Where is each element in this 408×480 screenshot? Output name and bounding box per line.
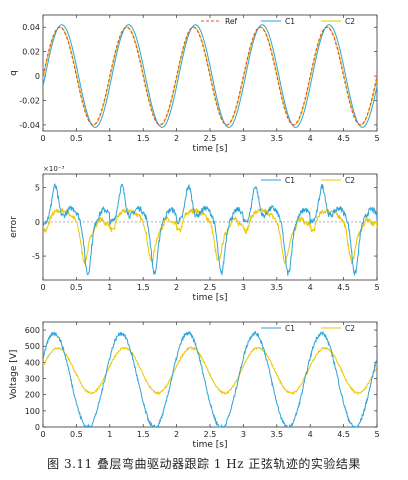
x-axis-label: time [s] <box>193 440 228 450</box>
x-tick-label: 4 <box>308 430 313 439</box>
series-line-c2 <box>43 346 377 395</box>
y-tick-label: 0.02 <box>22 48 40 57</box>
x-tick-label: 2.5 <box>204 430 217 439</box>
series-line-c1 <box>43 24 377 128</box>
legend-item-c1: C1 <box>261 17 295 26</box>
y-tick-label: 0 <box>35 423 40 432</box>
y-tick-label: 0 <box>35 218 40 227</box>
legend-label: C1 <box>285 17 295 26</box>
series-line-c1 <box>43 183 377 277</box>
series-line-ref <box>43 26 377 126</box>
y-tick-label: 200 <box>25 391 40 400</box>
x-tick-label: 3.5 <box>270 134 283 143</box>
x-tick-label: 3.5 <box>270 283 283 292</box>
x-tick-label: 1.5 <box>137 430 150 439</box>
x-tick-label: 1 <box>107 283 112 292</box>
y-tick-label: 400 <box>25 358 40 367</box>
x-tick-label: 4.5 <box>337 134 350 143</box>
y-tick-label: -0.02 <box>19 96 40 105</box>
x-tick-label: 5 <box>374 430 379 439</box>
x-tick-label: 1 <box>107 430 112 439</box>
legend-item-c2: C2 <box>321 324 355 333</box>
legend-item-c2: C2 <box>321 176 355 185</box>
chart-panel-2: 0 0.5 1 1.5 2 2.5 3 3.5 4 4.5 5 -5 0 5 time [s] error ×1… <box>9 165 380 303</box>
y-tick-label: 0 <box>35 72 40 81</box>
x-tick-label: 3.5 <box>270 430 283 439</box>
x-tick-label: 5 <box>374 134 379 143</box>
y-tick-label: 600 <box>25 326 40 335</box>
x-tick-label: 5 <box>374 283 379 292</box>
y-tick-label: -5 <box>32 252 40 261</box>
x-tick-label: 1.5 <box>137 134 150 143</box>
x-tick-label: 0 <box>40 430 45 439</box>
x-tick-label: 4.5 <box>337 430 350 439</box>
y-tick-label: 5 <box>35 184 40 193</box>
chart-panel-3: 0 0.5 1 1.5 2 2.5 3 3.5 4 4.5 5 0 100 200 300 400 500 600… <box>9 321 380 450</box>
y-tick-label: -0.04 <box>19 121 40 130</box>
series-line-c2 <box>43 207 377 266</box>
x-axis-label: time [s] <box>193 293 228 303</box>
x-tick-label: 3 <box>241 134 246 143</box>
x-axis-label: time [s] <box>193 144 228 154</box>
y-exponent-label: ×10⁻³ <box>43 165 64 173</box>
y-tick-label: 100 <box>25 407 40 416</box>
legend-label: C2 <box>345 176 355 185</box>
y-tick-label: 0.04 <box>22 23 40 32</box>
y-axis-label: Voltage [V] <box>9 350 19 400</box>
x-tick-label: 4.5 <box>337 283 350 292</box>
legend-item-c1: C1 <box>261 176 295 185</box>
y-tick-label: 500 <box>25 342 40 351</box>
legend-label: C1 <box>285 176 295 185</box>
x-tick-label: 3 <box>241 430 246 439</box>
legend-item-c1: C1 <box>261 324 295 333</box>
figure: 0 0.5 1 1.5 2 2.5 3 3.5 4 4.5 5 -0.04 -0.02 0 0.02 0.04… <box>9 14 380 450</box>
x-tick-label: 2.5 <box>204 134 217 143</box>
x-tick-label: 3 <box>241 283 246 292</box>
x-tick-label: 1.5 <box>137 283 150 292</box>
x-tick-label: 4 <box>308 134 313 143</box>
figure-caption: 图 3.11 叠层弯曲驱动器跟踪 1 Hz 正弦轨迹的实验结果 <box>47 457 361 471</box>
x-tick-label: 0.5 <box>70 134 83 143</box>
legend-label: C2 <box>345 17 355 26</box>
legend-label: C2 <box>345 324 355 333</box>
y-axis-label: q <box>9 70 19 76</box>
series-line-c1 <box>43 330 377 427</box>
legend-item-c2: C2 <box>321 17 355 26</box>
x-tick-label: 2 <box>174 430 179 439</box>
legend-label: Ref <box>225 17 237 26</box>
x-tick-label: 2 <box>174 283 179 292</box>
x-tick-label: 0.5 <box>70 430 83 439</box>
legend-label: C1 <box>285 324 295 333</box>
chart-panel-1: 0 0.5 1 1.5 2 2.5 3 3.5 4 4.5 5 -0.04 -0.02 0 0.02 0.04… <box>9 14 380 154</box>
y-tick-label: 300 <box>25 375 40 384</box>
x-tick-label: 2 <box>174 134 179 143</box>
x-tick-label: 1 <box>107 134 112 143</box>
legend-item-ref: Ref <box>201 17 237 26</box>
plot-area <box>42 173 378 281</box>
x-tick-label: 0.5 <box>70 283 83 292</box>
x-tick-label: 4 <box>308 283 313 292</box>
x-tick-label: 2.5 <box>204 283 217 292</box>
x-tick-label: 0 <box>40 283 45 292</box>
y-axis-label: error <box>9 216 19 238</box>
x-tick-label: 0 <box>40 134 45 143</box>
